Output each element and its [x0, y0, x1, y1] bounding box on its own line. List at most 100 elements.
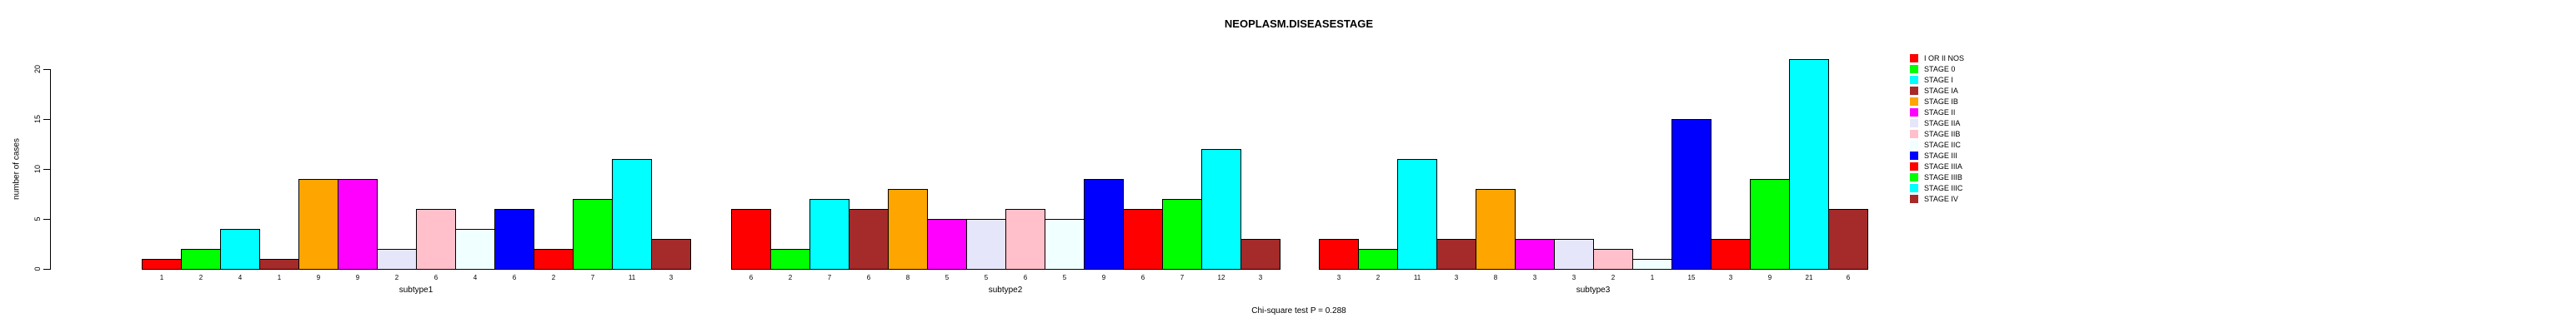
bar	[1123, 209, 1163, 270]
y-tick-label: 20	[33, 64, 42, 74]
bar	[494, 209, 534, 270]
legend-swatch	[1910, 194, 1918, 203]
legend-label: STAGE II	[1924, 107, 1956, 117]
bar-value-label: 7	[590, 274, 595, 281]
legend-swatch	[1910, 53, 1918, 62]
y-tick-label: 5	[33, 216, 42, 221]
legend-label: STAGE IIIB	[1924, 172, 1962, 181]
bar	[142, 259, 182, 270]
y-tick-mark	[43, 69, 50, 70]
legend-swatch	[1910, 172, 1918, 181]
legend-swatch	[1910, 162, 1918, 171]
legend-label: STAGE IIIA	[1924, 162, 1962, 171]
legend-swatch	[1910, 97, 1918, 106]
bar-value-label: 4	[238, 274, 243, 281]
bar	[1828, 209, 1868, 270]
bar	[966, 219, 1006, 270]
bar-value-label: 7	[1180, 274, 1185, 281]
legend-row: STAGE IIIA	[1910, 161, 1964, 171]
bar-value-label: 1	[159, 274, 164, 281]
legend-swatch	[1910, 183, 1918, 192]
bar-value-label: 2	[788, 274, 793, 281]
bar-value-label: 2	[198, 274, 203, 281]
legend-row: STAGE IB	[1910, 96, 1964, 107]
group-label: subtype3	[1576, 286, 1611, 295]
legend-swatch	[1910, 75, 1918, 84]
legend-row: I OR II NOS	[1910, 52, 1964, 63]
bar	[1045, 219, 1085, 270]
bar	[651, 239, 691, 270]
bar-value-label: 6	[749, 274, 754, 281]
legend-row: STAGE IIIB	[1910, 171, 1964, 182]
bar	[1593, 249, 1633, 270]
legend-swatch	[1910, 140, 1918, 149]
legend-row: STAGE IV	[1910, 193, 1964, 204]
bar-value-label: 2	[551, 274, 556, 281]
legend-label: STAGE IB	[1924, 97, 1958, 106]
bar	[1554, 239, 1594, 270]
bar-value-label: 11	[1413, 274, 1421, 281]
legend-label: I OR II NOS	[1924, 53, 1965, 62]
bar-value-label: 21	[1805, 274, 1813, 281]
group-label: subtype2	[988, 286, 1023, 295]
y-tick-mark	[43, 169, 50, 170]
legend-label: STAGE IA	[1924, 86, 1958, 95]
bar	[1162, 199, 1202, 270]
bar-value-label: 3	[1571, 274, 1576, 281]
legend-label: STAGE IIC	[1924, 140, 1961, 149]
legend-label: STAGE IIIC	[1924, 183, 1963, 192]
bar	[259, 259, 299, 270]
bar-value-label: 7	[827, 274, 832, 281]
legend-row: STAGE IIC	[1910, 139, 1964, 150]
bar-value-label: 8	[1493, 274, 1498, 281]
bar	[1671, 119, 1711, 270]
bar-value-label: 6	[1140, 274, 1145, 281]
legend-row: STAGE I	[1910, 74, 1964, 85]
legend-label: STAGE I	[1924, 75, 1953, 84]
y-tick-label: 15	[33, 114, 42, 124]
legend-swatch	[1910, 151, 1918, 160]
bar	[849, 209, 889, 270]
bar-value-label: 5	[984, 274, 989, 281]
bar	[1711, 239, 1751, 270]
bar-value-label: 3	[1728, 274, 1733, 281]
bar	[1632, 259, 1672, 270]
bar-value-label: 1	[277, 274, 282, 281]
group-label: subtype1	[398, 286, 434, 295]
bar	[220, 229, 260, 270]
legend-label: STAGE III	[1924, 151, 1957, 160]
bar	[1319, 239, 1359, 270]
y-tick-mark	[43, 119, 50, 120]
bar-value-label: 3	[1454, 274, 1459, 281]
bar	[731, 209, 771, 270]
bar	[534, 249, 574, 270]
bar	[1476, 189, 1516, 270]
bar	[1005, 209, 1045, 270]
y-tick-mark	[43, 269, 50, 270]
legend-row: STAGE III	[1910, 150, 1964, 161]
bar-value-label: 6	[512, 274, 517, 281]
legend: I OR II NOS STAGE 0 STAGE I STAGE IA STAGE I…	[1910, 52, 1964, 204]
bar-value-label: 3	[1258, 274, 1263, 281]
legend-swatch	[1910, 64, 1918, 73]
bar	[298, 179, 338, 270]
bar-value-label: 5	[1062, 274, 1067, 281]
bar	[1436, 239, 1476, 270]
bar	[1515, 239, 1555, 270]
bar	[888, 189, 928, 270]
bar	[1240, 239, 1280, 270]
legend-label: STAGE 0	[1924, 64, 1956, 73]
chi-square-annotation: Chi-square test P = 0.288	[1251, 306, 1346, 316]
legend-label: STAGE IIB	[1924, 129, 1961, 138]
legend-label: STAGE IV	[1924, 194, 1958, 203]
bar	[455, 229, 495, 270]
bar-value-label: 9	[1767, 274, 1772, 281]
chart-title: NEOPLASM.DISEASESTAGE	[1224, 17, 1374, 30]
bar-value-label: 1	[1650, 274, 1655, 281]
bar	[573, 199, 613, 270]
bar	[809, 199, 849, 270]
bar	[612, 159, 652, 270]
bar-value-label: 5	[945, 274, 950, 281]
bar	[927, 219, 967, 270]
